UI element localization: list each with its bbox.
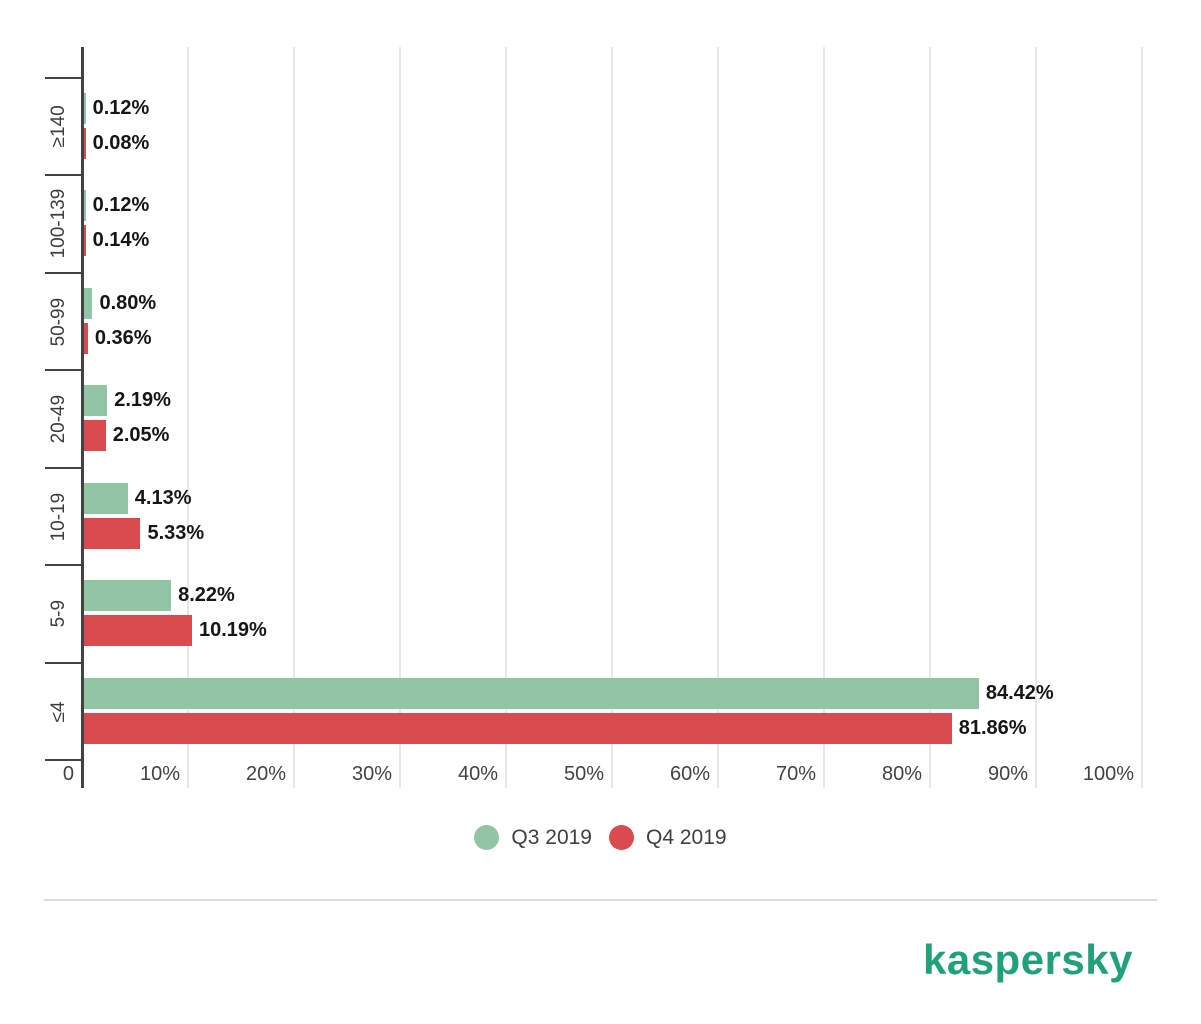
- category-label: ≤4: [48, 700, 69, 722]
- value-label: 5.33%: [147, 521, 205, 544]
- value-label: 0.12%: [92, 194, 150, 217]
- x-axis-label: 100%: [1082, 763, 1134, 785]
- bar-q4-2019: [84, 128, 86, 159]
- legend: Q3 2019 Q4 2019: [0, 825, 1201, 850]
- y-axis-tick: [45, 661, 82, 664]
- category-label: 50-99: [48, 297, 69, 346]
- y-axis-tick: [45, 759, 82, 761]
- value-label: 0.80%: [99, 291, 157, 314]
- y-axis-spine: [81, 47, 84, 788]
- y-axis-tick: [45, 174, 82, 177]
- bar-q3-2019: [84, 190, 86, 222]
- bar-q4-2019: [84, 225, 86, 257]
- x-axis-label: 70%: [775, 763, 816, 785]
- value-label: 0.36%: [94, 326, 152, 349]
- y-axis-tick: [45, 564, 82, 567]
- y-axis-tick: [45, 77, 82, 79]
- bar-q3-2019: [84, 93, 86, 124]
- bar-q3-2019: [84, 287, 93, 319]
- x-axis-label: 20%: [245, 763, 286, 785]
- x-axis-label: 90%: [987, 763, 1028, 785]
- value-label: 10.19%: [199, 619, 267, 642]
- value-label: 2.05%: [112, 424, 170, 447]
- value-label: 0.12%: [92, 97, 150, 119]
- value-label: 81.86%: [958, 716, 1027, 739]
- legend-swatch-icon: [474, 825, 500, 850]
- value-label: 4.13%: [134, 486, 192, 509]
- x-axis-label: 50%: [563, 763, 604, 785]
- legend-item-q3-2019: Q3 2019: [474, 825, 592, 850]
- gridline-30: [399, 47, 401, 788]
- category-label: 100-139: [48, 189, 69, 259]
- bar-q4-2019: [84, 517, 141, 549]
- gridline-60: [717, 47, 719, 788]
- bar-q3-2019: [84, 580, 172, 612]
- gridline-80: [929, 47, 931, 788]
- gridline-100: [1141, 47, 1143, 788]
- legend-label: Q3 2019: [511, 825, 592, 849]
- value-label: 2.19%: [114, 389, 171, 412]
- bar-q4-2019: [84, 615, 192, 647]
- bar-q3-2019: [84, 482, 128, 514]
- kaspersky-logo: kaspersky: [922, 936, 1133, 983]
- gridline-70: [823, 47, 825, 788]
- gridline-50: [611, 47, 613, 788]
- gridline-40: [505, 47, 507, 788]
- x-axis-label: 40%: [457, 763, 498, 785]
- x-axis-label: 10%: [139, 763, 180, 785]
- value-label: 0.08%: [92, 132, 150, 154]
- x-axis-label: 60%: [669, 763, 710, 785]
- category-label: 5-9: [48, 600, 69, 628]
- bar-q4-2019: [84, 322, 88, 354]
- gridline-10: [187, 47, 189, 788]
- value-label: 0.14%: [92, 229, 150, 252]
- category-label: 10-19: [48, 492, 69, 541]
- legend-label: Q4 2019: [646, 825, 727, 849]
- category-label: 20-49: [48, 394, 69, 444]
- bar-q4-2019: [84, 420, 106, 452]
- bar-q3-2019: [84, 677, 979, 709]
- x-axis-label: 80%: [881, 763, 922, 785]
- category-label: ≥140: [48, 105, 69, 148]
- legend-item-q4-2019: Q4 2019: [609, 825, 727, 850]
- bar-q3-2019: [84, 385, 108, 417]
- value-label: 8.22%: [178, 584, 235, 607]
- legend-swatch-icon: [609, 825, 634, 850]
- divider-line: [44, 899, 1157, 901]
- gridline-20: [293, 47, 295, 788]
- x-axis-label: 30%: [351, 763, 392, 785]
- value-label: 84.42%: [985, 681, 1054, 704]
- bar-q4-2019: [84, 712, 952, 744]
- y-axis-tick: [45, 466, 82, 469]
- x-axis-label: 0: [62, 763, 74, 785]
- y-axis-tick: [45, 369, 82, 372]
- y-axis-tick: [45, 271, 82, 274]
- gridline-90: [1035, 47, 1037, 788]
